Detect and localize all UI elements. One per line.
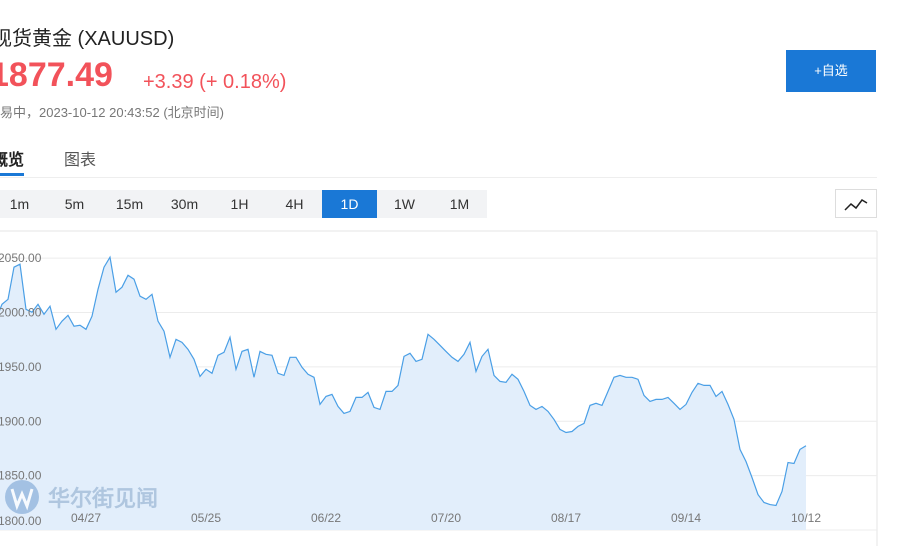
x-tick-label: 09/14 bbox=[671, 511, 701, 525]
x-tick-label: 07/20 bbox=[431, 511, 461, 525]
instrument-title: 现货黄金 (XAUUSD) bbox=[0, 28, 175, 50]
price: 1877.49 bbox=[0, 56, 113, 94]
tab-underline bbox=[0, 173, 24, 176]
period-button[interactable]: 5m bbox=[64, 196, 85, 212]
tab[interactable]: 图表 bbox=[64, 152, 97, 169]
y-tick-label: 2000.00 bbox=[0, 306, 42, 320]
y-tick-label: 1900.00 bbox=[0, 414, 42, 428]
period-button[interactable]: 4H bbox=[285, 196, 304, 212]
period-button[interactable]: 30m bbox=[170, 196, 199, 212]
price-line bbox=[0, 255, 807, 507]
period-button[interactable]: 1H bbox=[230, 196, 249, 212]
area-fill bbox=[0, 257, 806, 530]
x-tick-label: 08/17 bbox=[551, 511, 581, 525]
watch-button[interactable]: +自选 bbox=[786, 50, 876, 92]
trade-status: 交易中，2023-10-12 20:43:52 (北京时间) bbox=[0, 105, 224, 120]
y-tick-label: 1950.00 bbox=[0, 360, 42, 374]
chart-style-button[interactable] bbox=[835, 189, 877, 218]
watermark-logo-mark bbox=[10, 488, 34, 511]
period-button[interactable]: 1m bbox=[9, 196, 30, 212]
watermark-text: 华尔街见闻 bbox=[48, 486, 158, 511]
divider bbox=[0, 177, 877, 178]
period-button-active[interactable]: 1D bbox=[322, 190, 377, 218]
x-tick-label: 04/27 bbox=[71, 511, 101, 525]
y-tick-label: 2050.00 bbox=[0, 251, 42, 265]
y-tick-label: 1850.00 bbox=[0, 469, 42, 483]
line-icon bbox=[844, 199, 868, 211]
y-tick-label: 1800.00 bbox=[0, 514, 42, 528]
period-button[interactable]: 1M bbox=[449, 196, 470, 212]
price-change: +3.39 (+ 0.18%) bbox=[143, 71, 287, 93]
x-tick-label: 10/12 bbox=[791, 511, 821, 525]
x-tick-label: 05/25 bbox=[191, 511, 221, 525]
tab-active[interactable]: 概览 bbox=[0, 152, 25, 169]
x-tick-label: 06/22 bbox=[311, 511, 341, 525]
watermark: 华尔街见闻 bbox=[5, 480, 158, 514]
period-button[interactable]: 15m bbox=[115, 196, 144, 212]
period-button[interactable]: 1W bbox=[394, 196, 415, 212]
period-bar bbox=[0, 190, 487, 218]
